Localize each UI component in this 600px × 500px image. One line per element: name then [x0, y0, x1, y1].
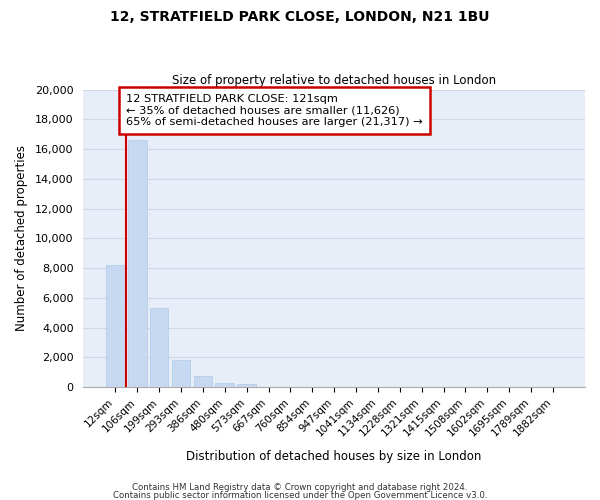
Title: Size of property relative to detached houses in London: Size of property relative to detached ho…: [172, 74, 496, 87]
Bar: [150, 308, 169, 387]
Bar: [172, 360, 190, 387]
Text: 12, STRATFIELD PARK CLOSE, LONDON, N21 1BU: 12, STRATFIELD PARK CLOSE, LONDON, N21 1…: [110, 10, 490, 24]
Bar: [215, 382, 234, 387]
Text: Contains HM Land Registry data © Crown copyright and database right 2024.: Contains HM Land Registry data © Crown c…: [132, 484, 468, 492]
Bar: [194, 376, 212, 387]
Y-axis label: Number of detached properties: Number of detached properties: [15, 146, 28, 332]
Bar: [238, 384, 256, 387]
Bar: [106, 265, 125, 387]
Text: 12 STRATFIELD PARK CLOSE: 121sqm
← 35% of detached houses are smaller (11,626)
6: 12 STRATFIELD PARK CLOSE: 121sqm ← 35% o…: [127, 94, 423, 127]
Text: Contains public sector information licensed under the Open Government Licence v3: Contains public sector information licen…: [113, 490, 487, 500]
Bar: [128, 140, 146, 387]
X-axis label: Distribution of detached houses by size in London: Distribution of detached houses by size …: [187, 450, 482, 462]
